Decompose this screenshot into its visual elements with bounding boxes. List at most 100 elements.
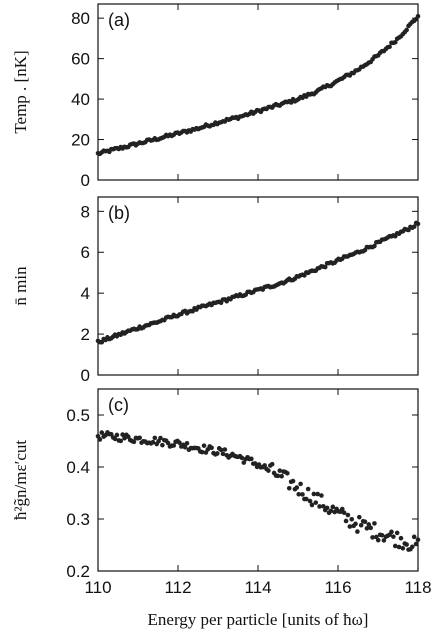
data-point [321, 503, 326, 509]
data-point [177, 440, 182, 445]
data-point [122, 435, 127, 441]
data-point [307, 498, 313, 504]
y-tick-label: 60 [71, 50, 90, 69]
data-point [375, 537, 381, 543]
data-point [171, 443, 177, 448]
data-point [252, 461, 258, 466]
data-point [389, 529, 394, 535]
data-point [277, 468, 283, 473]
data-point [311, 491, 317, 497]
data-point [184, 440, 190, 446]
data-point [239, 455, 245, 461]
data-point [294, 485, 300, 490]
y-tick-label: 2 [81, 325, 90, 344]
y-tick-label: 0.2 [66, 562, 90, 581]
data-point [366, 522, 372, 527]
data-point [368, 525, 373, 531]
y-tick-label: 0.3 [66, 510, 90, 529]
data-point [328, 508, 334, 514]
y-tick-label: 0.5 [66, 406, 90, 425]
data-point [413, 541, 419, 547]
panel-label: (a) [108, 10, 130, 30]
data-point [415, 13, 421, 19]
data-point [398, 535, 404, 541]
data-point [349, 517, 355, 522]
y-tick-label: 20 [71, 131, 90, 150]
data-point [345, 512, 351, 518]
data-point [209, 445, 214, 451]
y-axis-title: ħ²g̃n/mε′cut [11, 440, 30, 520]
data-point [201, 443, 207, 448]
y-axis-title: Temp . [nK] [11, 50, 30, 133]
plot-frame [97, 388, 419, 572]
data-point [285, 471, 290, 476]
x-tick-label: 110 [84, 578, 111, 597]
y-tick-label: 4 [81, 284, 90, 303]
data-point [341, 510, 347, 516]
plot-frame [97, 196, 419, 376]
data-point [97, 437, 103, 442]
x-tick-label: 118 [404, 578, 431, 597]
data-point [415, 537, 421, 543]
data-point [131, 439, 137, 445]
data-point [269, 461, 275, 467]
data-point [296, 491, 302, 497]
data-point [118, 438, 124, 444]
data-point [319, 493, 324, 498]
panel-label: (b) [108, 203, 130, 223]
data-point [317, 504, 322, 509]
data-point [370, 535, 375, 540]
data-point [315, 491, 320, 497]
data-point [339, 506, 345, 512]
data-point [241, 460, 247, 465]
y-tick-label: 0.4 [66, 458, 90, 477]
data-point [358, 522, 364, 528]
y-tick-label: 40 [71, 90, 90, 109]
data-point [372, 521, 377, 526]
y-tick-label: 6 [81, 243, 90, 262]
data-point [394, 530, 400, 536]
y-tick-label: 80 [71, 9, 90, 28]
data-point [355, 529, 360, 534]
data-point [343, 518, 349, 524]
data-point [410, 544, 415, 550]
panel-2: 0 2 4 6 8 (b) n̄ min [11, 196, 421, 385]
data-point [152, 435, 158, 441]
data-point [298, 481, 303, 487]
data-point [379, 532, 385, 538]
data-point [214, 451, 220, 456]
data-point [392, 543, 398, 549]
data-point [99, 430, 105, 435]
x-tick-label: 114 [244, 578, 271, 597]
y-tick-label: 0 [81, 366, 90, 385]
data-point [404, 542, 409, 547]
panel-label: (c) [108, 395, 129, 415]
data-point [400, 545, 406, 551]
data-point [362, 519, 368, 525]
data-point [396, 544, 402, 550]
data-point [220, 451, 226, 457]
data-point [262, 463, 267, 468]
data-point [364, 526, 370, 531]
panel-3: 0.2 0.3 0.4 0.5 110 112 114 116 118 (c) ħ²g̃n/mε′c… [11, 388, 432, 597]
data-point [305, 486, 311, 492]
data-point [150, 439, 156, 445]
data-point [404, 27, 409, 33]
data-point [330, 504, 336, 510]
data-point [182, 444, 188, 450]
data-point [275, 473, 281, 479]
data-point [322, 264, 328, 270]
data-point [391, 534, 396, 539]
data-point [372, 243, 377, 249]
data-point [347, 524, 353, 529]
data-point [120, 432, 125, 437]
x-tick-label: 112 [164, 578, 191, 597]
data-point [300, 492, 305, 497]
data-point [381, 538, 387, 543]
data-point [411, 224, 417, 229]
data-point [303, 496, 309, 502]
data-point [415, 221, 421, 227]
data-point [411, 534, 417, 540]
data-point [286, 485, 292, 491]
